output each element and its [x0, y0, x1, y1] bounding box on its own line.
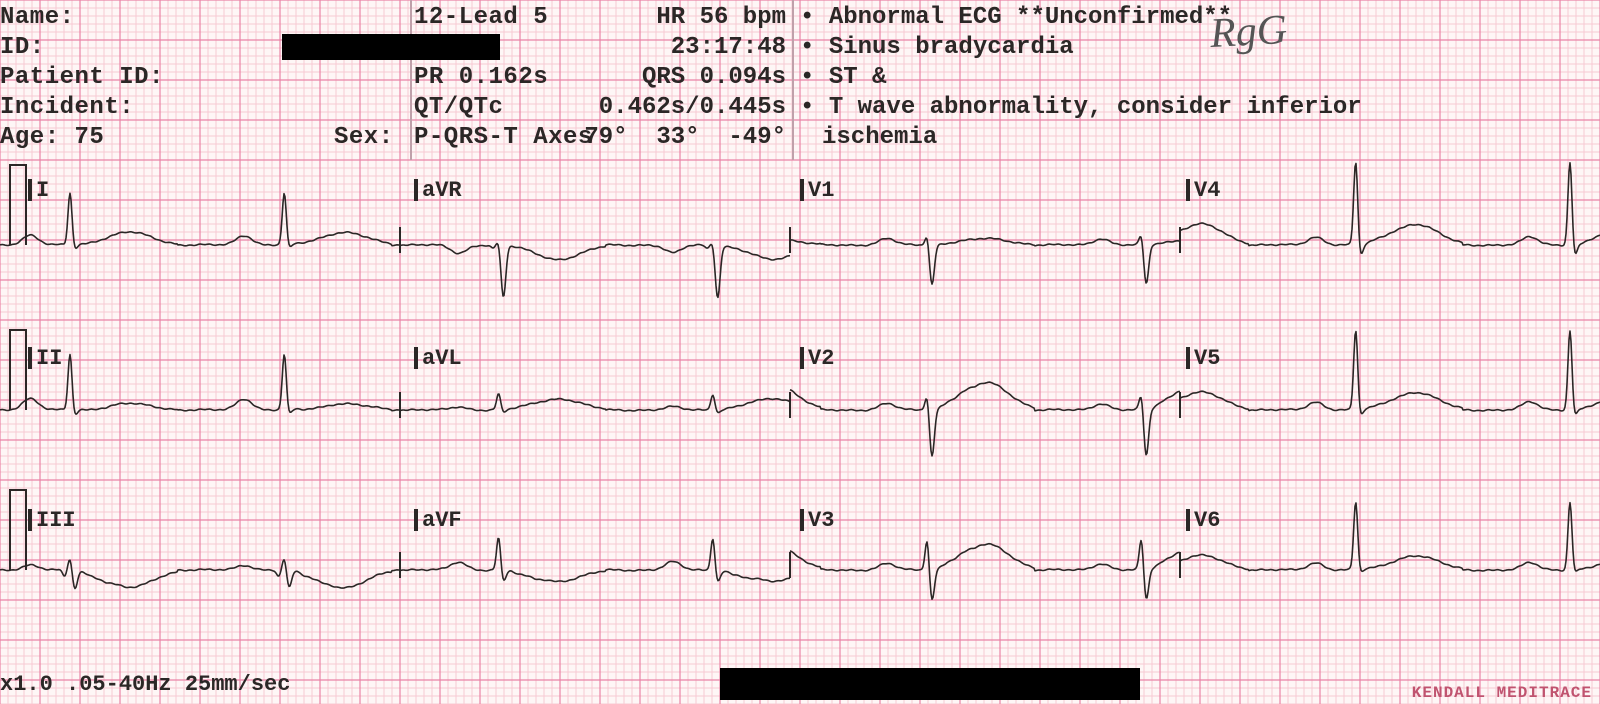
ecg-printout: Name: ID: Patient ID: Incident: Age: 75 … [0, 0, 1600, 704]
diag-1: Sinus bradycardia [800, 34, 1074, 61]
hdr-id: ID: [0, 34, 45, 61]
lead-V6: V6 [1186, 508, 1220, 533]
hdr-pr: PR 0.162s [414, 64, 548, 91]
hdr-age: Age: 75 [0, 124, 104, 151]
hdr-qtqtc: QT/QTc [414, 94, 503, 121]
hdr-axes: P-QRS-T Axes [414, 124, 593, 151]
lead-aVL-text: aVL [422, 346, 462, 371]
lead-V4-text: V4 [1194, 178, 1220, 203]
lead-V3-text: V3 [808, 508, 834, 533]
val-qt: 0.462s/0.445s [599, 94, 786, 121]
val-axes: 79° 33° -49° [584, 124, 786, 151]
lead-V5-text: V5 [1194, 346, 1220, 371]
lead-aVF: aVF [414, 508, 462, 533]
lead-I: I [28, 178, 49, 203]
lead-V3: V3 [800, 508, 834, 533]
footer-settings: x1.0 .05-40Hz 25mm/sec [0, 672, 290, 697]
lead-II-text: II [36, 346, 62, 371]
header-rule-2 [792, 0, 794, 160]
lead-V4: V4 [1186, 178, 1220, 203]
lead-V2: V2 [800, 346, 834, 371]
signature-handwritten: RgG [1209, 6, 1288, 58]
lead-V5: V5 [1186, 346, 1220, 371]
redaction-footer [720, 668, 1140, 700]
hdr-patient-id: Patient ID: [0, 64, 164, 91]
val-hr: HR 56 bpm [656, 4, 786, 31]
lead-II: II [28, 346, 62, 371]
footer-brand: KENDALL MEDITRACE [1412, 684, 1592, 702]
diag-4: ischemia [822, 124, 937, 151]
redaction-id [282, 34, 500, 60]
hdr-12lead: 12-Lead 5 [414, 4, 548, 31]
lead-aVR-text: aVR [422, 178, 462, 203]
diag-3: T wave abnormality, consider inferior [800, 94, 1362, 121]
hdr-name: Name: [0, 4, 75, 31]
lead-III: III [28, 508, 76, 533]
lead-aVL: aVL [414, 346, 462, 371]
val-qrs: QRS 0.094s [642, 64, 786, 91]
lead-V1: V1 [800, 178, 834, 203]
lead-V6-text: V6 [1194, 508, 1220, 533]
header-rule-1 [410, 0, 412, 160]
diag-0: Abnormal ECG **Unconfirmed** [800, 4, 1232, 31]
cal-mark-row-1 [10, 165, 30, 250]
lead-III-text: III [36, 508, 76, 533]
cal-mark-row-3 [10, 490, 30, 575]
diag-2: ST & [800, 64, 886, 91]
lead-aVF-text: aVF [422, 508, 462, 533]
hdr-sex: Sex: [334, 124, 394, 151]
cal-mark-row-2 [10, 330, 30, 415]
lead-V1-text: V1 [808, 178, 834, 203]
lead-V2-text: V2 [808, 346, 834, 371]
lead-I-text: I [36, 178, 49, 203]
hdr-incident: Incident: [0, 94, 134, 121]
val-time: 23:17:48 [671, 34, 786, 61]
lead-aVR: aVR [414, 178, 462, 203]
